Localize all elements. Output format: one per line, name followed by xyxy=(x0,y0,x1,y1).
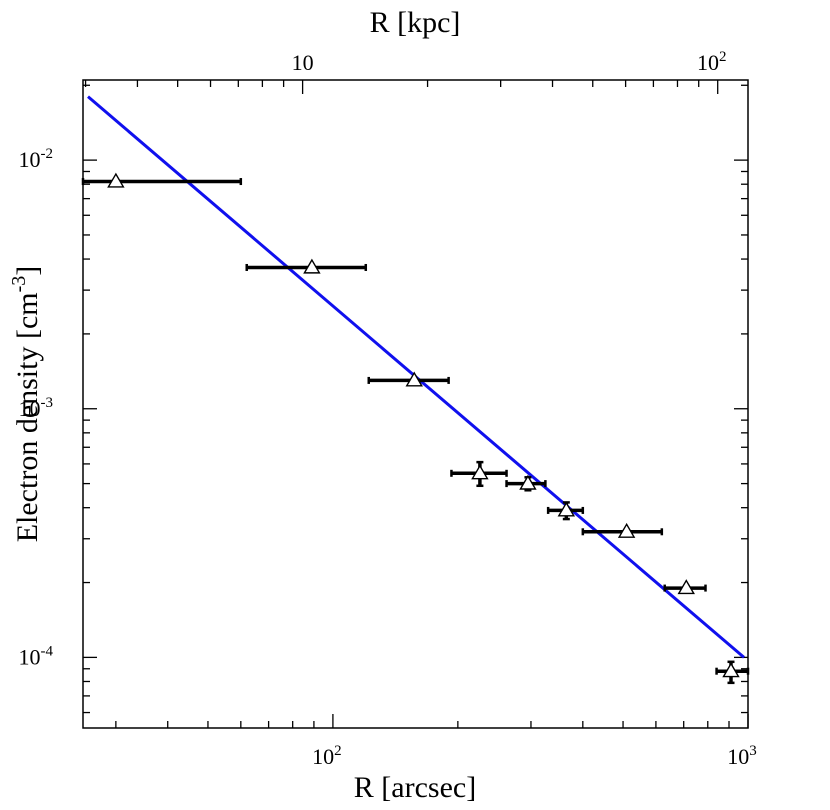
data-point xyxy=(581,522,664,538)
triangle-marker xyxy=(303,258,321,274)
y-tick-label: 10-4 xyxy=(19,643,54,669)
data-point xyxy=(367,371,450,387)
data-points xyxy=(81,172,750,685)
y-axis-title-close: ] xyxy=(11,266,44,276)
x-tick-label: 103 xyxy=(727,743,757,769)
x-axis-title: R [arcsec] xyxy=(354,771,476,804)
x2-tick-label: 102 xyxy=(697,49,727,75)
y-axis-title-sup: -3 xyxy=(8,276,30,293)
data-point xyxy=(505,474,547,492)
x2-tick-label: 10 xyxy=(292,50,314,75)
data-point xyxy=(245,258,368,274)
data-point xyxy=(81,172,243,188)
y-axis-title-main: Electron density [cm xyxy=(11,292,44,542)
y-tick-label: 10-2 xyxy=(19,146,54,172)
x2-axis-title: R [kpc] xyxy=(370,6,461,39)
axis-ticks xyxy=(83,80,749,728)
x-tick-label: 102 xyxy=(312,743,342,769)
triangle-marker xyxy=(557,501,576,517)
data-point xyxy=(663,579,707,595)
y-axis-title: Electron density [cm-3] xyxy=(8,266,44,543)
data-point xyxy=(546,501,585,521)
triangle-marker xyxy=(405,371,423,387)
triangle-marker xyxy=(107,172,125,188)
triangle-marker xyxy=(677,579,695,595)
triangle-marker xyxy=(617,522,636,538)
data-point xyxy=(450,460,508,488)
tick-labels: 102 103 10 102 10-2 10-3 10-4 xyxy=(19,49,757,769)
triangle-marker xyxy=(722,662,740,678)
triangle-marker xyxy=(519,474,537,490)
plot-frame xyxy=(82,79,749,729)
data-point xyxy=(715,660,750,685)
y-tick-label: 10-3 xyxy=(19,395,54,421)
triangle-marker xyxy=(471,464,489,480)
